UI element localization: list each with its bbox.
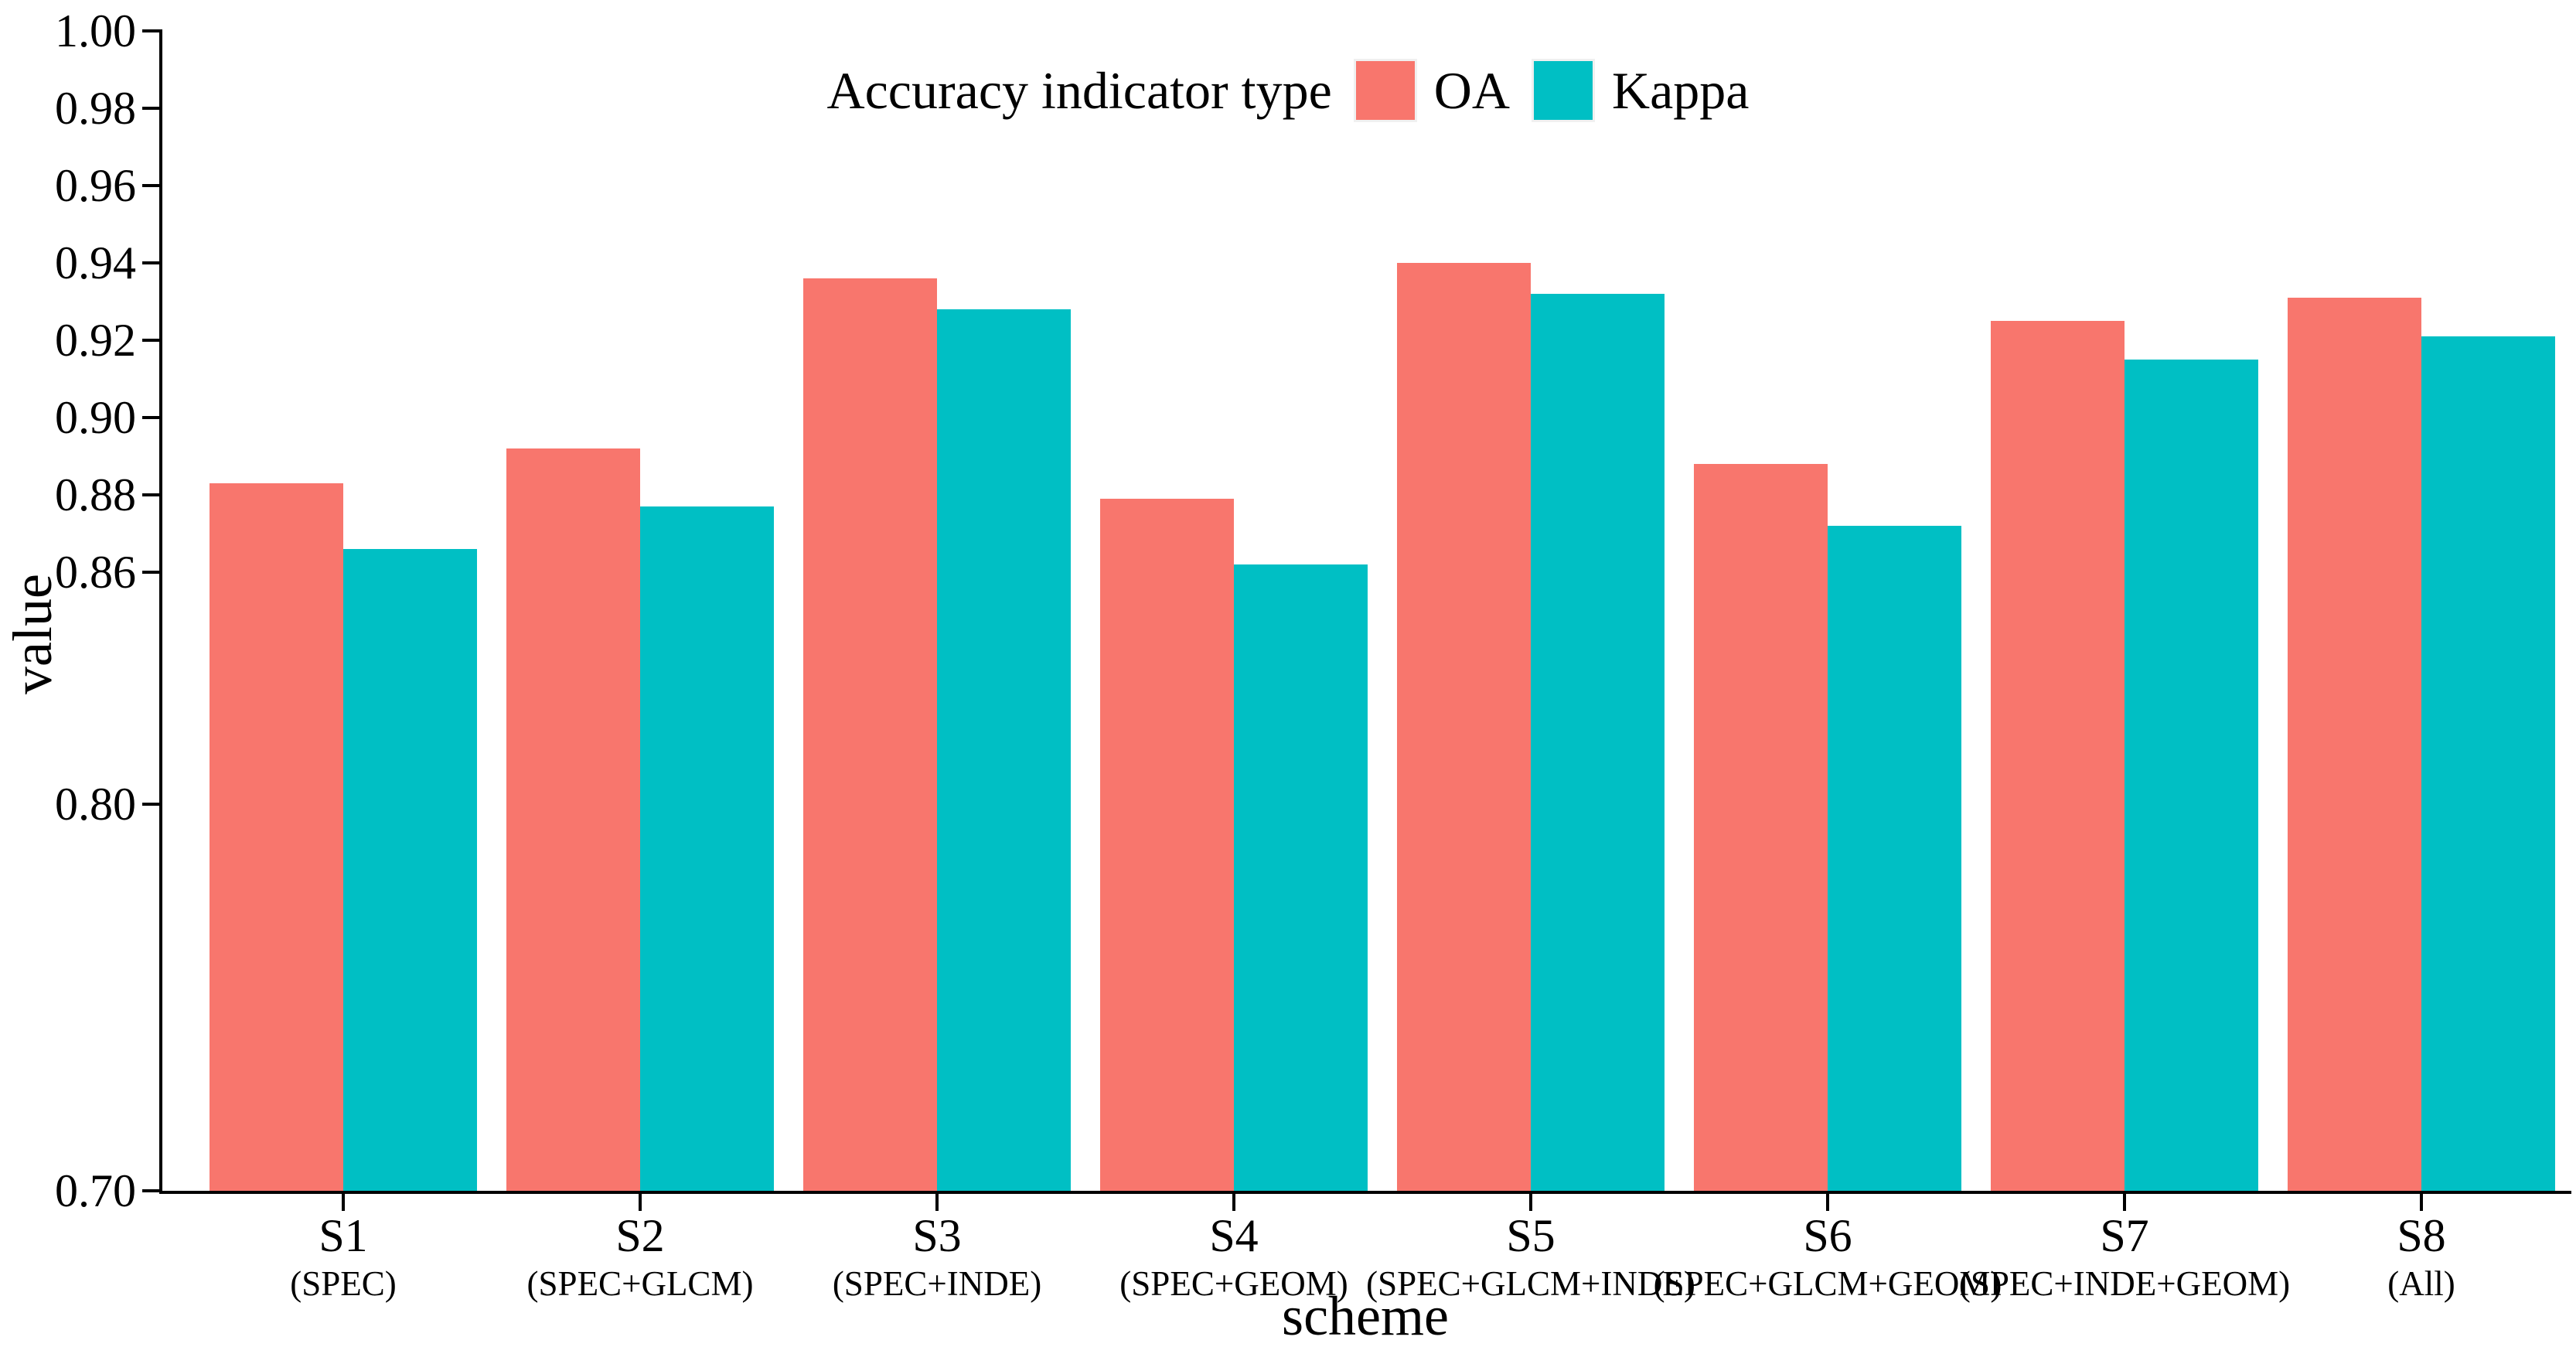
- bar-kappa-s3: [937, 309, 1071, 1191]
- x-tick-sublabel-s8: (All): [2387, 1264, 2455, 1303]
- x-tick-s7: [2123, 1194, 2126, 1211]
- x-tick-label-s2: S2: [615, 1210, 665, 1261]
- x-tick-s6: [1826, 1194, 1829, 1211]
- x-tick-sublabel-s2: (SPEC+GLCM): [526, 1264, 754, 1303]
- bar-kappa-s8: [2421, 336, 2555, 1191]
- bar-oa-s7: [1991, 321, 2125, 1191]
- legend: Accuracy indicator type OA Kappa: [0, 56, 2576, 125]
- x-tick-sublabel-s5: (SPEC+GLCM+INDE): [1366, 1264, 1695, 1303]
- bar-kappa-s4: [1234, 564, 1368, 1191]
- x-tick-sublabel-s1: (SPEC): [290, 1264, 397, 1303]
- bar-kappa-s2: [640, 506, 774, 1191]
- x-tick-s4: [1232, 1194, 1235, 1211]
- bar-oa-s5: [1397, 263, 1531, 1191]
- y-tick-label-0.86: 0.86: [55, 547, 136, 598]
- x-tick-s8: [2420, 1194, 2423, 1211]
- x-tick-label-s4: S4: [1209, 1210, 1259, 1261]
- y-tick-label-0.70: 0.70: [55, 1165, 136, 1216]
- y-tick-label-0.92: 0.92: [55, 315, 136, 366]
- bar-oa-s1: [210, 483, 343, 1191]
- y-tick-label-0.96: 0.96: [55, 160, 136, 211]
- bar-kappa-s5: [1531, 294, 1665, 1191]
- legend-swatch-oa: [1353, 59, 1417, 122]
- x-tick-s5: [1529, 1194, 1532, 1211]
- bar-oa-s2: [506, 448, 640, 1191]
- legend-label-kappa: Kappa: [1611, 61, 1750, 120]
- x-tick-label-s1: S1: [319, 1210, 368, 1261]
- y-tick-0.92: [142, 339, 159, 342]
- x-tick-sublabel-s7: (SPEC+INDE+GEOM): [1958, 1264, 2291, 1303]
- bar-oa-s3: [803, 278, 937, 1191]
- x-tick-sublabel-s6: (SPEC+GLCM+GEOM): [1653, 1264, 2002, 1303]
- x-tick-sublabel-s4: (SPEC+GEOM): [1119, 1264, 1348, 1303]
- y-tick-0.94: [142, 261, 159, 264]
- x-tick-s3: [935, 1194, 939, 1211]
- x-tick-label-s6: S6: [1803, 1210, 1852, 1261]
- y-tick-0.70: [142, 1189, 159, 1192]
- bar-oa-s8: [2288, 298, 2421, 1191]
- x-tick-s2: [639, 1194, 642, 1211]
- x-axis-line: [159, 1191, 2571, 1194]
- x-tick-label-s3: S3: [912, 1210, 962, 1261]
- y-tick-label-0.90: 0.90: [55, 392, 136, 443]
- y-axis-line: [159, 29, 162, 1194]
- x-tick-label-s5: S5: [1506, 1210, 1555, 1261]
- legend-title: Accuracy indicator type: [826, 61, 1332, 120]
- y-tick-label-0.80: 0.80: [55, 779, 136, 830]
- y-tick-0.90: [142, 416, 159, 419]
- y-tick-0.96: [142, 184, 159, 187]
- bar-kappa-s7: [2125, 360, 2258, 1191]
- x-tick-label-s8: S8: [2397, 1210, 2446, 1261]
- y-tick-0.80: [142, 803, 159, 806]
- bar-oa-s4: [1100, 499, 1234, 1191]
- legend-item-oa: OA: [1353, 59, 1510, 122]
- y-tick-label-0.94: 0.94: [55, 237, 136, 288]
- y-tick-0.88: [142, 493, 159, 496]
- legend-label-oa: OA: [1433, 61, 1510, 120]
- y-tick-label-0.88: 0.88: [55, 469, 136, 520]
- y-tick-1.00: [142, 29, 159, 32]
- y-tick-0.98: [142, 107, 159, 110]
- legend-swatch-kappa: [1531, 59, 1595, 122]
- y-tick-label-0.98: 0.98: [55, 83, 136, 134]
- y-tick-0.86: [142, 571, 159, 574]
- bar-oa-s6: [1694, 464, 1828, 1191]
- x-tick-label-s7: S7: [2100, 1210, 2149, 1261]
- x-tick-s1: [342, 1194, 345, 1211]
- legend-item-kappa: Kappa: [1531, 59, 1750, 122]
- bar-kappa-s1: [343, 549, 477, 1191]
- x-axis-title: scheme: [1282, 1285, 1449, 1347]
- bar-kappa-s6: [1828, 526, 1961, 1191]
- y-tick-label-1.00: 1.00: [55, 5, 136, 56]
- x-tick-sublabel-s3: (SPEC+INDE): [832, 1264, 1042, 1303]
